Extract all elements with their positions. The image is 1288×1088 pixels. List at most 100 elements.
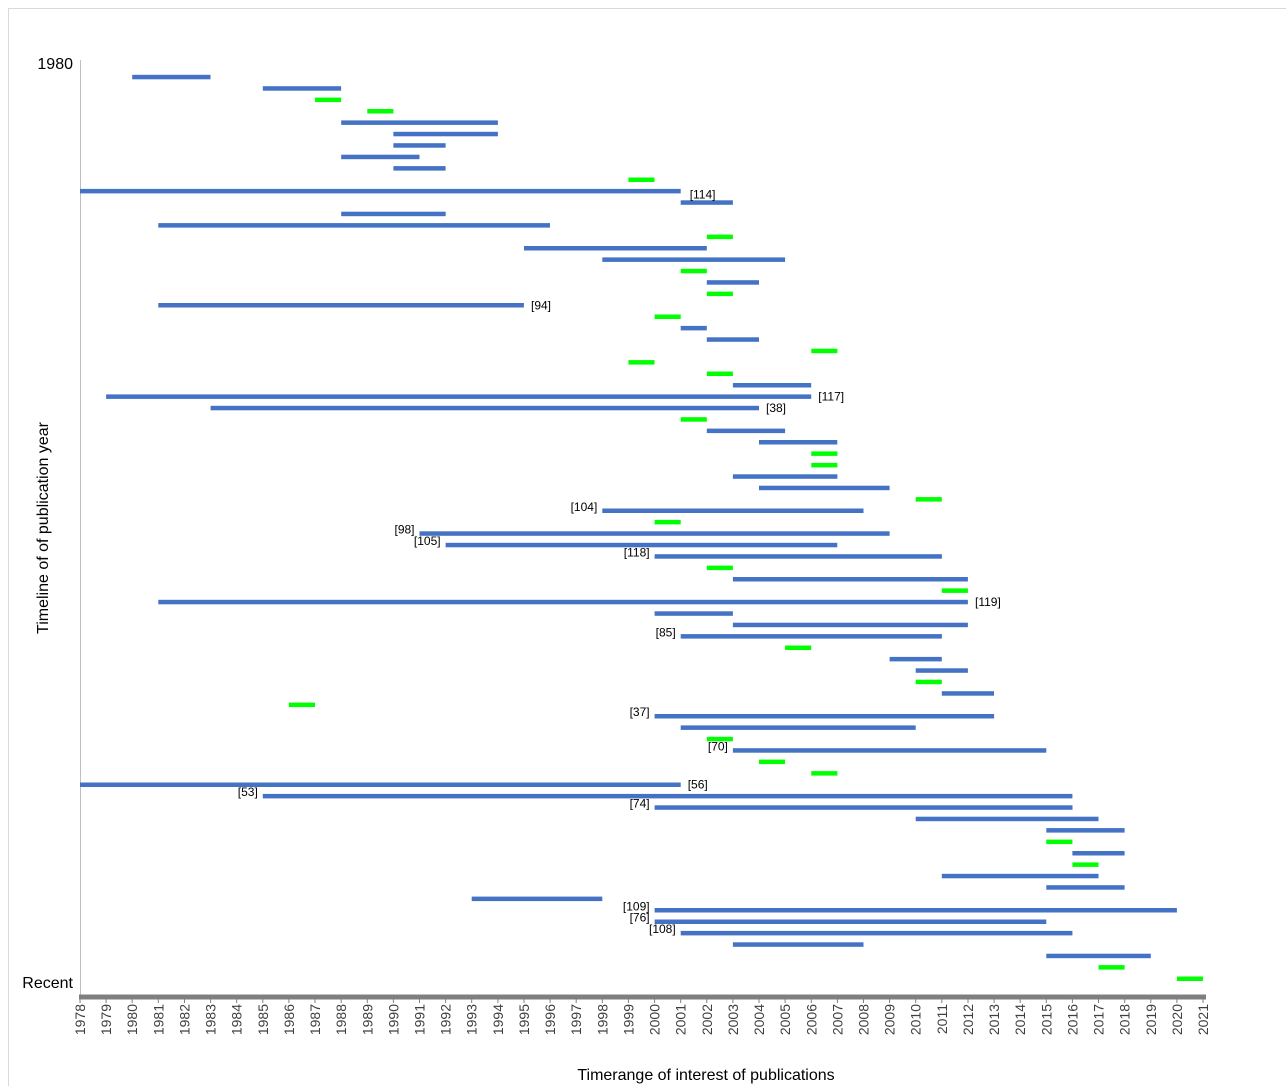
range-bar: [759, 440, 838, 445]
single-year-bar: [628, 360, 655, 365]
single-year-bar: [628, 177, 655, 182]
range-bar: [80, 188, 681, 194]
reference-label: [70]: [708, 740, 728, 754]
range-bar: [680, 634, 942, 639]
reference-label: [108]: [649, 922, 676, 936]
range-bar: [654, 554, 942, 559]
x-tick-label: 2001: [673, 1004, 689, 1035]
x-tick-label: 1982: [177, 1004, 193, 1035]
single-year-bar: [811, 348, 838, 354]
range-bar: [680, 200, 733, 205]
range-bar: [602, 257, 786, 262]
range-bar: [471, 896, 603, 902]
single-year-bar: [654, 519, 681, 525]
single-year-bar: [706, 234, 733, 240]
range-bar: [419, 531, 890, 536]
reference-label: [37]: [630, 705, 650, 719]
x-tick-label: 1992: [438, 1004, 454, 1035]
x-tick-label: 1997: [568, 1004, 584, 1035]
range-bar: [445, 542, 838, 548]
x-tick-label: 1995: [516, 1004, 532, 1035]
single-year-bar: [811, 462, 838, 468]
range-bar: [393, 143, 446, 148]
single-year-bar: [811, 451, 838, 456]
single-year-bar: [288, 702, 315, 708]
range-bar: [80, 782, 681, 787]
y-axis-title: Timeline of of publication year: [35, 421, 52, 634]
single-year-bar: [785, 645, 812, 650]
reference-label: [38]: [766, 401, 786, 415]
range-bar: [654, 714, 995, 719]
single-year-bar: [706, 565, 733, 571]
range-bar: [210, 405, 760, 411]
range-bar: [654, 611, 733, 616]
x-tick-label: 1979: [98, 1004, 114, 1035]
x-tick-labels: 1978 1979 1980 1981 1982 1983 1984 1985 1986 1987…: [72, 997, 1211, 1035]
range-bar: [393, 131, 498, 137]
single-year-bar: [706, 736, 733, 742]
range-bar: [941, 691, 994, 696]
range-bar: [106, 394, 812, 399]
reference-label: [74]: [630, 797, 650, 811]
range-bar: [393, 166, 446, 171]
x-tick-label: 1988: [333, 1004, 349, 1035]
range-bar: [706, 280, 759, 285]
x-tick-label: 1984: [229, 1004, 245, 1035]
x-tick-label: 2007: [829, 1004, 845, 1035]
single-year-bar: [941, 588, 968, 593]
range-bar: [158, 599, 968, 605]
range-bar: [158, 223, 551, 228]
x-tick-label: 1994: [490, 1004, 506, 1035]
range-bar: [889, 656, 942, 662]
range-bar: [732, 622, 968, 628]
x-tick-label: 2016: [1064, 1004, 1080, 1035]
x-tick-label: 2003: [725, 1004, 741, 1035]
single-year-bar: [367, 109, 394, 114]
chart-frame: [8, 8, 1286, 1086]
x-tick-label: 2002: [699, 1004, 715, 1035]
single-year-bar: [1098, 965, 1125, 970]
single-year-bar: [915, 497, 942, 502]
single-year-bar: [315, 97, 342, 103]
x-tick-label: 2010: [908, 1004, 924, 1035]
range-bar: [941, 873, 1099, 879]
single-year-bar: [915, 679, 942, 685]
reference-label: [53]: [238, 785, 258, 799]
range-bar: [915, 668, 968, 673]
x-tick-label: 2020: [1169, 1004, 1185, 1035]
x-tick-label: 1990: [385, 1004, 401, 1035]
x-tick-label: 1996: [542, 1004, 558, 1035]
reference-label: [76]: [630, 911, 650, 925]
x-tick-label: 1981: [150, 1004, 166, 1035]
range-bar: [1046, 828, 1125, 833]
range-bar: [132, 74, 211, 80]
range-bar: [341, 211, 446, 217]
range-bar: [341, 154, 420, 160]
range-bar: [1046, 953, 1151, 959]
range-bar: [1072, 851, 1125, 856]
x-tick-label: 1991: [412, 1004, 428, 1035]
reference-label: [56]: [688, 778, 708, 792]
single-year-bar: [706, 371, 733, 376]
x-tick-label: 2019: [1143, 1004, 1159, 1035]
x-axis-title: Timerange of interest of publications: [577, 1067, 834, 1084]
range-bar: [732, 577, 968, 582]
x-tick-label: 2005: [777, 1004, 793, 1035]
range-bar: [680, 725, 916, 730]
range-bar: [341, 120, 498, 125]
range-bar: [654, 805, 1073, 810]
reference-label: [85]: [656, 625, 676, 639]
x-tick-label: 2006: [803, 1004, 819, 1035]
x-tick-label: 2014: [1012, 1004, 1028, 1035]
x-tick-label: 1993: [464, 1004, 480, 1035]
reference-label: [119]: [975, 595, 1001, 609]
x-tick-label: 1986: [281, 1004, 297, 1035]
reference-label: [98]: [394, 523, 414, 537]
range-bar: [654, 908, 1177, 913]
single-year-bar: [811, 771, 838, 776]
range-bar: [732, 942, 864, 947]
range-bar: [706, 337, 759, 342]
range-bar: [158, 303, 524, 308]
x-tick-label: 2012: [960, 1004, 976, 1035]
